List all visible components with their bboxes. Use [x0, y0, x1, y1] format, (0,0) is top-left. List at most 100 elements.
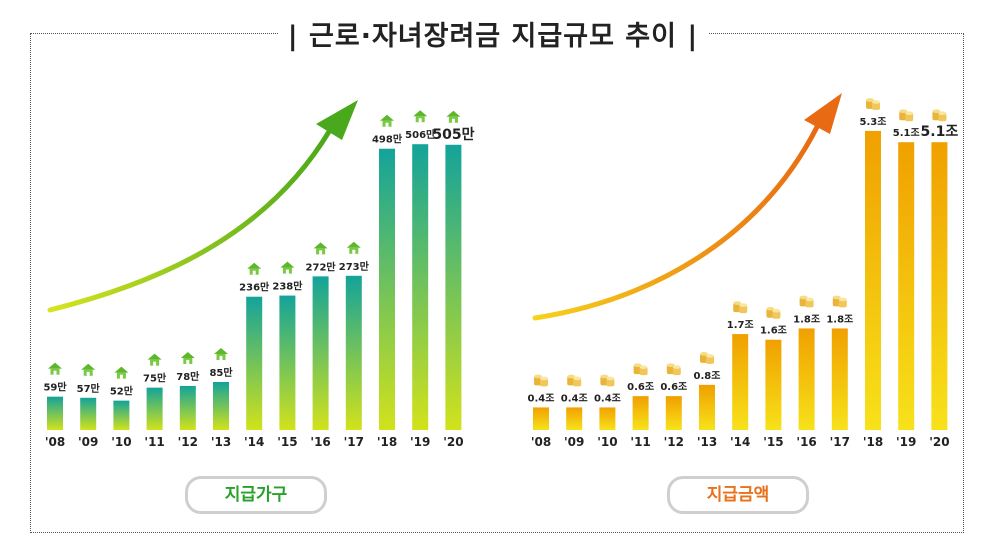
bar-value-label: 1.8조 [793, 313, 820, 325]
bar-value-label: 272만 [306, 260, 337, 273]
house-icon [413, 110, 428, 123]
house-icon [48, 362, 62, 375]
bar-value-label: 75만 [143, 372, 167, 385]
house-icon [313, 242, 328, 255]
bar [865, 130, 881, 430]
bar [47, 396, 63, 430]
house-icon [147, 353, 162, 366]
x-tick-label: '11 [630, 435, 650, 449]
bar [80, 397, 97, 430]
growth-arrow-amount [532, 122, 821, 321]
bar [898, 142, 915, 430]
bar [566, 407, 583, 430]
bar [765, 339, 782, 430]
x-tick-label: '18 [863, 435, 883, 449]
x-tick-label: '14 [730, 435, 750, 449]
bar [412, 144, 429, 430]
coins-icon [633, 363, 648, 376]
bar [345, 275, 362, 430]
x-tick-label: '17 [830, 435, 850, 449]
bar [179, 385, 196, 430]
house-icon [247, 262, 262, 275]
coins-icon [932, 109, 947, 122]
bar-value-label: 1.8조 [826, 313, 853, 325]
bar [379, 148, 395, 430]
bar [213, 381, 229, 430]
coins-icon [700, 352, 714, 364]
bar [665, 396, 682, 430]
house-icon [81, 363, 96, 376]
bar-value-label: 0.4조 [528, 392, 555, 404]
x-tick-label: '08 [531, 435, 551, 449]
caption-households: 지급가구 [185, 476, 327, 514]
chart-title: | 근로·자녀장려금 지급규모 추이 | [277, 14, 709, 53]
x-tick-label: '16 [310, 435, 330, 449]
bar [599, 407, 616, 430]
x-tick-label: '11 [144, 435, 164, 449]
bar [798, 328, 815, 430]
house-icon [114, 366, 129, 379]
caption-amount: 지급금액 [667, 476, 809, 514]
bar-value-label: 78만 [176, 370, 200, 383]
bar [279, 295, 296, 430]
bar-value-label: 0.6조 [660, 381, 687, 393]
bar [831, 328, 848, 430]
x-tick-label: '20 [443, 435, 463, 449]
x-tick-label: '19 [896, 435, 916, 449]
x-tick-label: '09 [564, 435, 584, 449]
x-tick-label: '12 [664, 435, 684, 449]
coins-icon [733, 301, 748, 314]
bar-value-label: 0.8조 [694, 370, 721, 382]
bar-value-label: 0.4조 [594, 392, 621, 404]
coins-icon [567, 374, 582, 387]
x-tick-label: '16 [796, 435, 816, 449]
bar-value-label: 5.3조 [860, 116, 887, 128]
bar-value-label: 52만 [110, 385, 134, 398]
x-tick-label: '10 [597, 435, 617, 449]
bar [732, 334, 749, 430]
coins-icon [600, 374, 615, 387]
bar-value-label: 498만 [372, 133, 403, 146]
x-tick-label: '15 [763, 435, 783, 449]
x-tick-label: '12 [178, 435, 198, 449]
bar-value-label: 505만 [432, 127, 474, 143]
x-tick-label: '20 [929, 435, 949, 449]
bar-value-label: 0.4조 [561, 392, 588, 404]
bar [931, 142, 948, 430]
bar [699, 384, 715, 430]
bar [146, 387, 163, 430]
bar-value-label: 236만 [239, 281, 270, 294]
coins-icon [832, 295, 847, 308]
bar [632, 396, 649, 430]
bar-value-label: 57만 [77, 382, 101, 395]
bar-value-label: 238만 [272, 280, 303, 293]
bar-value-label: 5.1조 [921, 124, 959, 140]
growth-arrow-households [47, 127, 333, 313]
x-tick-label: '17 [344, 435, 364, 449]
coins-icon [766, 306, 781, 319]
bar-value-label: 5.1조 [893, 127, 920, 139]
coins-icon [799, 295, 814, 308]
bar [312, 276, 329, 430]
x-tick-label: '14 [244, 435, 264, 449]
bar-value-label: 0.6조 [627, 381, 654, 393]
x-tick-label: '19 [410, 435, 430, 449]
x-tick-label: '13 [697, 435, 717, 449]
coins-icon [666, 363, 681, 376]
x-tick-label: '08 [45, 435, 65, 449]
x-tick-label: '09 [78, 435, 98, 449]
house-icon [180, 351, 195, 364]
house-icon [446, 110, 461, 123]
x-tick-label: '10 [111, 435, 131, 449]
coins-icon [866, 98, 880, 110]
arrow-head-amount [804, 93, 842, 134]
amount-chart: 0.4조 '08 0.4조 '09 0.4조 '10 0.6조 '11 0.6조 '12 0.8조 '… [528, 98, 959, 449]
bar-value-label: 1.7조 [727, 319, 754, 331]
coins-icon [534, 374, 548, 387]
x-tick-label: '13 [211, 435, 231, 449]
bar-value-label: 1.6조 [760, 325, 787, 337]
title-wrap: | 근로·자녀장려금 지급규모 추이 | [0, 14, 986, 53]
bar-value-label: 273만 [339, 260, 370, 273]
bar-value-label: 506만 [405, 128, 436, 141]
